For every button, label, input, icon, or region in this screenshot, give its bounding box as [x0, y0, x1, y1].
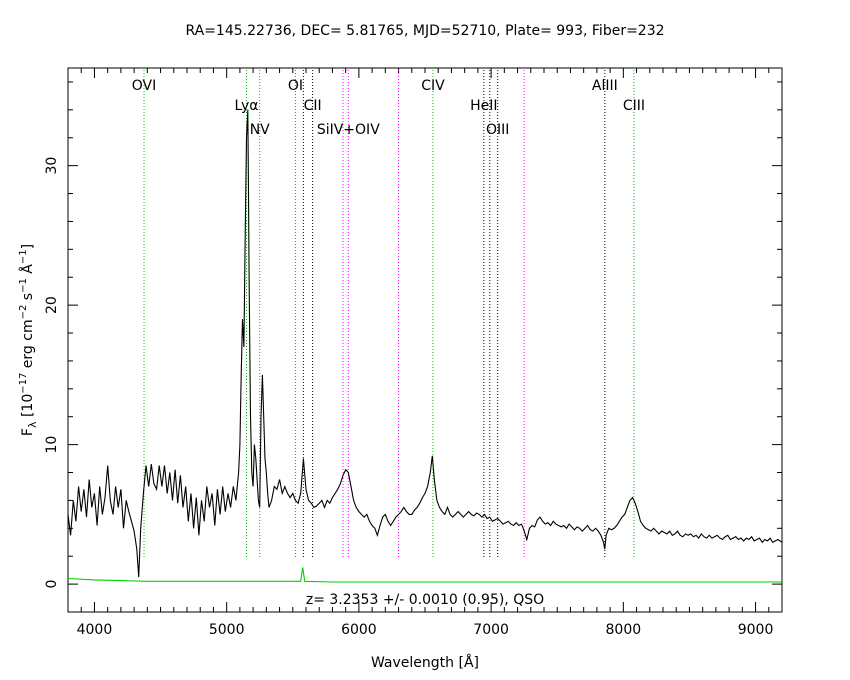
line-label-civ: CIV — [421, 78, 445, 94]
data-series — [67, 109, 783, 583]
line-label-nv: NV — [250, 122, 270, 138]
error-series — [67, 567, 782, 583]
y-tick-label: 10 — [44, 436, 60, 454]
line-label-siiv+oiv: SiIV+OIV — [317, 122, 380, 138]
x-tick-label: 5000 — [209, 622, 245, 638]
y-axis-label: Fλ [10−17 erg cm−2 s−1 Å−1] — [18, 244, 39, 436]
line-label-ciii: CIII — [623, 98, 645, 114]
line-label-oiii: OIII — [486, 122, 509, 138]
flux-series — [67, 109, 783, 578]
axis-ticks: 4000 5000 6000 7000 8000 9000 0 10 20 30 — [44, 68, 783, 638]
line-label-oi: OI — [288, 78, 303, 94]
x-tick-label: 4000 — [77, 622, 113, 638]
plot-frame — [67, 67, 783, 613]
redshift-annotation: z= 3.2353 +/- 0.0010 (0.95), QSO — [306, 592, 544, 608]
x-tick-label: 9000 — [738, 622, 774, 638]
y-tick-label: 20 — [44, 296, 60, 314]
line-label-aliii: AlIII — [592, 78, 618, 94]
line-label-heii: HeII — [470, 98, 497, 114]
x-tick-label: 8000 — [606, 622, 642, 638]
x-axis-label: Wavelength [Å] — [371, 654, 479, 671]
line-label-lyα: Lyα — [234, 98, 258, 114]
x-tick-label: 7000 — [473, 622, 509, 638]
y-tick-label: 30 — [44, 157, 60, 175]
x-tick-label: 6000 — [341, 622, 377, 638]
chart-title: RA=145.22736, DEC= 5.81765, MJD=52710, P… — [185, 23, 664, 39]
line-label-cii: CII — [304, 98, 322, 114]
line-label-ovi: OVI — [132, 78, 156, 94]
y-tick-label: 0 — [44, 580, 60, 589]
